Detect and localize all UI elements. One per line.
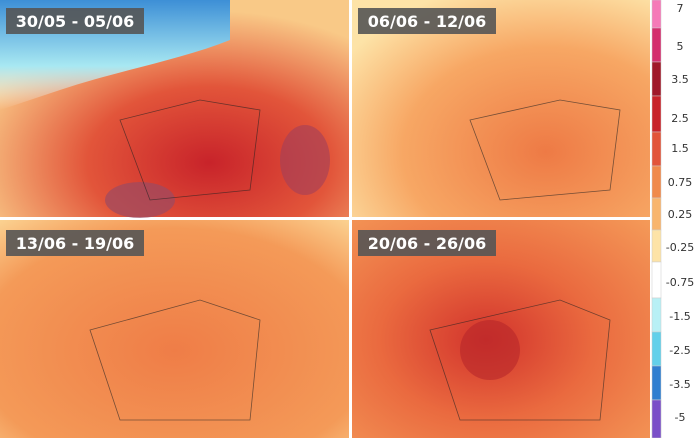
legend-swatch — [651, 229, 662, 263]
legend-label: 2.5 — [671, 112, 689, 125]
legend-label: -0.25 — [666, 241, 694, 254]
legend-swatch — [651, 365, 662, 401]
panel-labels: 30/05 - 05/06 06/06 - 12/06 13/06 - 19/06 2… — [6, 8, 496, 256]
color-legend: 7 5 3.5 2.5 1.5 0.75 0.25 -0.25 -0.75 -1.5 -2.5 -3.… — [651, 0, 694, 438]
panel-maps — [0, 0, 650, 438]
label-box — [6, 8, 144, 34]
legend-swatch — [651, 61, 662, 97]
legend-swatch — [651, 297, 662, 333]
legend-label: 7 — [677, 2, 684, 15]
legend-swatch — [651, 95, 662, 133]
panel-label: 20/06 - 26/06 — [368, 234, 487, 253]
hot-spot — [280, 125, 330, 195]
legend-swatch — [651, 261, 662, 299]
legend-label: -2.5 — [669, 344, 690, 357]
label-box — [6, 230, 144, 256]
legend-label: -3.5 — [669, 378, 690, 391]
panel-label: 30/05 - 05/06 — [16, 12, 135, 31]
panel-label: 06/06 - 12/06 — [368, 12, 487, 31]
legend-swatch — [651, 197, 662, 231]
legend-label: 0.25 — [668, 208, 693, 221]
map-panel — [352, 0, 650, 217]
label-box — [358, 230, 496, 256]
panel-label: 13/06 - 19/06 — [16, 234, 135, 253]
legend-label: -5 — [675, 411, 686, 424]
legend-swatch — [651, 27, 662, 63]
legend-label: 0.75 — [668, 176, 693, 189]
label-box — [358, 8, 496, 34]
legend-swatch — [651, 165, 662, 199]
legend-swatch — [651, 0, 662, 29]
legend-label: -1.5 — [669, 310, 690, 323]
hot-spot — [460, 320, 520, 380]
legend-label: 5 — [677, 40, 684, 53]
legend-label: 3.5 — [671, 73, 689, 86]
legend-label: -0.75 — [666, 276, 694, 289]
legend-label: 1.5 — [671, 142, 689, 155]
legend-swatch — [651, 399, 662, 438]
map-panel — [0, 220, 349, 438]
legend-swatch — [651, 131, 662, 167]
legend-swatch — [651, 331, 662, 367]
country-borders — [89, 99, 621, 421]
hot-spot — [105, 182, 175, 218]
